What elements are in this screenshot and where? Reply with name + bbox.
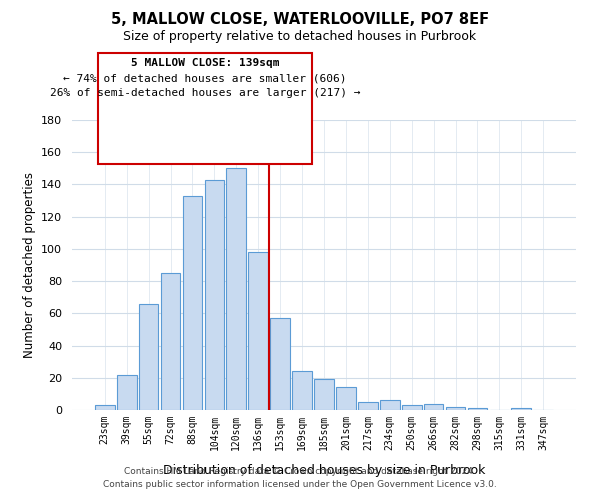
Text: 5, MALLOW CLOSE, WATERLOOVILLE, PO7 8EF: 5, MALLOW CLOSE, WATERLOOVILLE, PO7 8EF	[111, 12, 489, 28]
Bar	[270, 318, 290, 410]
Bar	[205, 180, 224, 410]
Bar	[248, 252, 268, 410]
Bar	[446, 407, 466, 410]
Bar	[226, 168, 246, 410]
Text: Contains public sector information licensed under the Open Government Licence v3: Contains public sector information licen…	[103, 480, 497, 489]
Text: 5 MALLOW CLOSE: 139sqm: 5 MALLOW CLOSE: 139sqm	[131, 58, 280, 68]
Text: Size of property relative to detached houses in Purbrook: Size of property relative to detached ho…	[124, 30, 476, 43]
Bar	[182, 196, 202, 410]
Text: Contains HM Land Registry data © Crown copyright and database right 2024.: Contains HM Land Registry data © Crown c…	[124, 467, 476, 476]
Text: 26% of semi-detached houses are larger (217) →: 26% of semi-detached houses are larger (…	[50, 88, 361, 99]
Bar	[402, 405, 422, 410]
Bar	[314, 380, 334, 410]
Bar	[358, 402, 378, 410]
Bar	[380, 400, 400, 410]
Bar	[511, 408, 531, 410]
Text: ← 74% of detached houses are smaller (606): ← 74% of detached houses are smaller (60…	[64, 74, 347, 84]
X-axis label: Distribution of detached houses by size in Purbrook: Distribution of detached houses by size …	[163, 464, 485, 477]
Bar	[424, 404, 443, 410]
Y-axis label: Number of detached properties: Number of detached properties	[23, 172, 35, 358]
Bar	[161, 273, 181, 410]
Bar	[336, 388, 356, 410]
Bar	[117, 374, 137, 410]
Bar	[467, 408, 487, 410]
Bar	[139, 304, 158, 410]
Bar	[292, 372, 312, 410]
Bar	[95, 405, 115, 410]
